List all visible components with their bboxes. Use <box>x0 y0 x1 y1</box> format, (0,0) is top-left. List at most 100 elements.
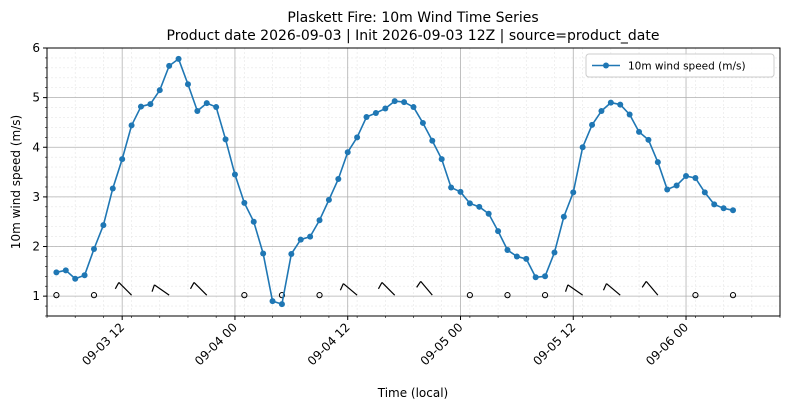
data-point <box>720 205 727 212</box>
y-tick-label: 1 <box>32 289 40 303</box>
data-point <box>62 267 69 274</box>
data-point <box>504 246 511 253</box>
data-point <box>203 100 210 107</box>
x-axis: 09-03 12 09-04 00 09-04 12 09-05 00 09-05 12… <box>46 316 781 368</box>
data-point <box>560 213 567 220</box>
data-point <box>307 233 314 240</box>
data-point <box>363 113 370 120</box>
data-point <box>53 269 60 276</box>
wind-barb-calm <box>241 292 248 299</box>
data-point <box>607 99 614 106</box>
data-point <box>335 176 342 183</box>
data-point <box>297 236 304 243</box>
wind-barb-calm <box>316 292 323 299</box>
x-tick-label: 09-06 00 <box>643 320 691 368</box>
chart-title: Plaskett Fire: 10m Wind Time Series <box>287 10 538 26</box>
wind-barb-flag <box>151 284 155 292</box>
wind-barb-flag <box>114 282 120 290</box>
x-tick-label: 09-03 12 <box>79 320 127 368</box>
legend: 10m wind speed (m/s) <box>585 53 775 78</box>
data-point <box>617 101 624 108</box>
data-point <box>382 105 389 112</box>
data-point <box>438 156 445 163</box>
data-point <box>645 136 652 143</box>
data-point <box>664 186 671 193</box>
minor-grid <box>46 47 781 317</box>
data-point <box>372 110 379 117</box>
data-point <box>730 207 737 214</box>
data-point <box>598 108 605 115</box>
wind-barb-shaft <box>645 280 659 296</box>
data-point <box>513 253 520 260</box>
wind-barb-shaft <box>118 282 133 296</box>
wind-barb-calm <box>466 292 473 299</box>
data-point <box>250 218 257 225</box>
data-point <box>589 121 596 128</box>
x-tick-label: 09-05 12 <box>530 320 578 368</box>
data-point <box>448 184 455 191</box>
data-point <box>100 222 107 229</box>
data-point <box>457 188 464 195</box>
wind-barb-calm <box>504 292 511 299</box>
data-point <box>231 171 238 178</box>
data-point <box>137 103 144 110</box>
wind-barb-flag <box>564 284 569 292</box>
data-point <box>354 134 361 141</box>
legend-box <box>585 53 775 78</box>
wind-barb-shaft <box>381 282 396 296</box>
data-point <box>109 185 116 192</box>
data-point <box>673 182 680 189</box>
data-point <box>344 149 351 156</box>
data-point <box>429 137 436 144</box>
data-point <box>551 249 558 256</box>
data-point <box>278 301 285 308</box>
data-point <box>72 275 79 282</box>
wind-barb-calm <box>278 292 286 299</box>
wind-barb-calm <box>53 292 60 299</box>
wind-barb-shaft <box>420 280 433 296</box>
data-point <box>466 200 473 207</box>
data-point <box>128 122 135 129</box>
wind-barb-calm <box>729 292 737 299</box>
data-point <box>175 55 182 62</box>
wind-barb-flag <box>641 281 647 288</box>
x-tick-label: 09-04 12 <box>305 320 353 368</box>
data-point <box>269 298 276 305</box>
data-point <box>701 189 708 196</box>
legend-label: 10m wind speed (m/s) <box>628 61 746 73</box>
wind-barb-flag <box>602 283 608 291</box>
y-axis-label: 10m wind speed (m/s) <box>9 115 23 249</box>
data-point <box>222 136 229 143</box>
y-tick-label: 5 <box>32 91 40 105</box>
data-point <box>81 272 88 279</box>
y-axis: 1 2 3 4 5 6 <box>32 41 47 317</box>
y-tick-label: 4 <box>32 140 40 154</box>
data-point <box>156 87 163 94</box>
wind-barb-flag <box>377 282 383 290</box>
data-point <box>485 210 492 217</box>
legend-marker-swatch <box>603 62 609 69</box>
wind-barb-calm <box>541 292 549 299</box>
wind-barb-shaft <box>567 284 583 296</box>
x-tick-label: 09-04 00 <box>192 320 240 368</box>
wind-barb-flag <box>416 281 422 288</box>
data-point <box>194 108 201 115</box>
wind-barb-calm <box>692 292 699 299</box>
data-point <box>542 273 549 280</box>
chart-subtitle: Product date 2026-09-03 | Init 2026-09-0… <box>167 28 660 44</box>
data-point <box>711 201 718 208</box>
data-point <box>410 104 417 111</box>
data-point <box>683 173 690 180</box>
data-point <box>119 156 126 163</box>
data-point <box>90 246 97 252</box>
data-point <box>476 203 483 210</box>
data-point <box>654 159 661 166</box>
data-point <box>636 128 643 135</box>
wind-barb-shaft <box>342 283 358 296</box>
data-point <box>166 62 173 69</box>
data-point <box>495 228 502 235</box>
wind-barb-shaft <box>154 284 170 296</box>
data-point <box>213 104 220 111</box>
wind-barb-calm <box>90 292 98 299</box>
wind-barb-shaft <box>606 283 621 296</box>
